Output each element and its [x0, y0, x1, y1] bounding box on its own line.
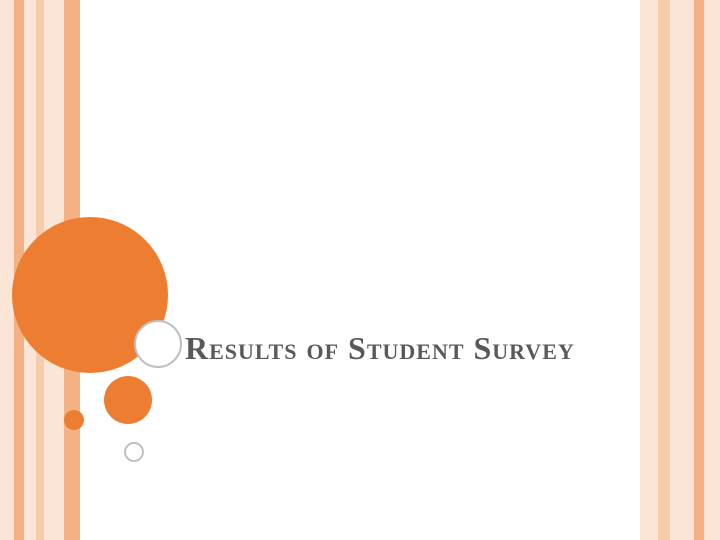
slide-title: Results of Student Survey — [185, 330, 575, 367]
stripe-right-2 — [658, 0, 670, 540]
circle-small-outline — [124, 442, 144, 462]
stripe-right-5 — [704, 0, 720, 540]
stripe-right-4 — [694, 0, 704, 540]
circle-small-filled — [64, 410, 84, 430]
stripe-right-1 — [640, 0, 658, 540]
circle-outline-medium — [134, 320, 182, 368]
stripe-right-3 — [670, 0, 694, 540]
slide-container: Results of Student Survey — [0, 0, 720, 540]
stripe-left-1 — [0, 0, 14, 540]
circle-medium — [104, 376, 152, 424]
